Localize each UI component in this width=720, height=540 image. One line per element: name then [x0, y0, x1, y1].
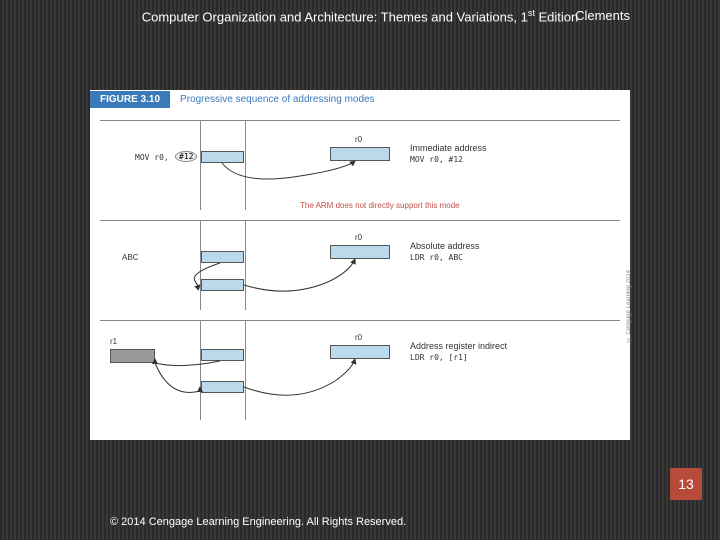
mem-highlight-3a — [201, 349, 244, 361]
reg-label-2: r0 — [355, 233, 362, 242]
addr-code-2: LDR r0, ABC — [410, 253, 463, 262]
instr-pre-1: MOV r0, — [135, 153, 169, 162]
reg-box-2 — [330, 245, 390, 259]
instr-oval-1: #12 — [175, 151, 197, 162]
mem-highlight-2a — [201, 251, 244, 263]
src-reg-box-3 — [110, 349, 155, 363]
figure-container: FIGURE 3.10 Progressive sequence of addr… — [90, 90, 630, 440]
mem-highlight-1 — [201, 151, 244, 163]
page-number-badge: 13 — [670, 468, 702, 500]
mem-highlight-3b — [201, 381, 244, 393]
figure-caption: Progressive sequence of addressing modes — [170, 94, 375, 105]
reg-label-3: r0 — [355, 333, 362, 342]
reg-label-1: r0 — [355, 135, 362, 144]
reg-box-1 — [330, 147, 390, 161]
addr-title-1: Immediate address — [410, 143, 487, 153]
arm-note: The ARM does not directly support this m… — [300, 201, 460, 210]
title-text-pre: Computer Organization and Architecture: … — [142, 9, 528, 24]
figure-copyright: © Cengage Learning 2014 — [626, 270, 632, 342]
footer-copyright: © 2014 Cengage Learning Engineering. All… — [110, 516, 406, 528]
addr-code-3: LDR r0, [r1] — [410, 353, 468, 362]
reg-box-3 — [330, 345, 390, 359]
author-text: Clements — [575, 8, 630, 23]
addr-title-2: Absolute address — [410, 241, 480, 251]
src-label-3: r1 — [110, 337, 117, 346]
addr-title-3: Address register indirect — [410, 341, 507, 351]
panel-register-indirect: r1 r0 Address register indirect LDR r0, … — [100, 320, 620, 420]
title-text-post: Edition — [535, 9, 578, 24]
panel-immediate: MOV r0, #12 r0 Immediate address MOV r0,… — [100, 120, 620, 210]
title-sup: st — [528, 8, 535, 18]
figure-label-bar: FIGURE 3.10 Progressive sequence of addr… — [90, 90, 375, 108]
figure-number: FIGURE 3.10 — [90, 91, 170, 108]
panel-absolute: ABC r0 Absolute address LDR r0, ABC — [100, 220, 620, 310]
addr-code-1: MOV r0, #12 — [410, 155, 463, 164]
src-label-2: ABC — [122, 253, 138, 262]
mem-highlight-2b — [201, 279, 244, 291]
